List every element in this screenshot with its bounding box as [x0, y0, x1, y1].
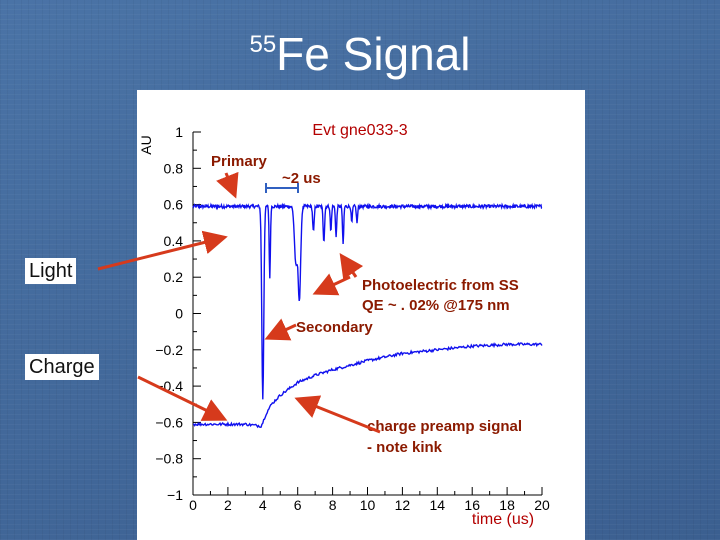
- x-tick-label: 2: [224, 497, 232, 513]
- x-tick-label: 20: [534, 497, 550, 513]
- photoelectric-annotation-line2: QE ~ . 02% @175 nm: [362, 297, 510, 314]
- preamp-annotation-line1: charge preamp signal: [367, 418, 522, 435]
- y-tick-label: −0.6: [155, 414, 183, 430]
- pulse-width-annotation: ~2 us: [282, 170, 321, 187]
- y-tick-label: 0.2: [164, 269, 184, 285]
- x-tick-label: 0: [189, 497, 197, 513]
- y-tick-label: 1: [175, 124, 183, 140]
- y-axis-label: AU: [138, 135, 154, 154]
- photoelectric-annotation-line1: Photoelectric from SS: [362, 277, 519, 294]
- slide-title-text: Fe Signal: [276, 28, 471, 80]
- y-tick-label: 0.8: [164, 160, 184, 176]
- x-axis-label: time (us): [472, 511, 534, 528]
- secondary-annotation: Secondary: [296, 319, 373, 336]
- light-label: Light: [25, 258, 77, 284]
- waveform-chart: Evt gne033-3 AU time (us) 0 2 4 6 8 10 12 14 16 1…: [138, 122, 550, 528]
- x-tick-label: 4: [259, 497, 267, 513]
- primary-annotation: Primary: [211, 153, 268, 170]
- x-tick-label: 6: [294, 497, 302, 513]
- preamp-annotation-line2: - note kink: [367, 439, 443, 456]
- chart-title: Evt gne033-3: [312, 122, 407, 139]
- y-tick-label: −0.8: [155, 451, 183, 467]
- light-signal-line: [192, 202, 543, 400]
- charge-signal-line: [192, 342, 543, 429]
- y-tick-label: 0.4: [164, 233, 184, 249]
- y-tick-label: −0.4: [155, 378, 183, 394]
- x-tick-label: 18: [499, 497, 515, 513]
- slide-title: 55Fe Signal: [0, 26, 720, 91]
- x-tick-label: 12: [395, 497, 411, 513]
- annotations: Primary ~2 us Photoelectric from SS QE ~…: [211, 153, 522, 456]
- x-tick-label: 14: [430, 497, 446, 513]
- data-traces: [192, 202, 543, 429]
- plot-panel: Evt gne033-3 AU time (us) 0 2 4 6 8 10 12 14 16 1…: [137, 90, 585, 540]
- y-tick-label: −0.2: [155, 342, 183, 358]
- x-tick-label: 8: [329, 497, 337, 513]
- charge-label: Charge: [25, 354, 99, 380]
- y-tick-label: 0.6: [164, 197, 184, 213]
- y-tick-label: −1: [167, 487, 183, 503]
- y-tick-label: 0: [175, 306, 183, 322]
- x-tick-label: 10: [360, 497, 376, 513]
- x-tick-label: 16: [464, 497, 480, 513]
- isotope-mass-number: 55: [249, 31, 277, 58]
